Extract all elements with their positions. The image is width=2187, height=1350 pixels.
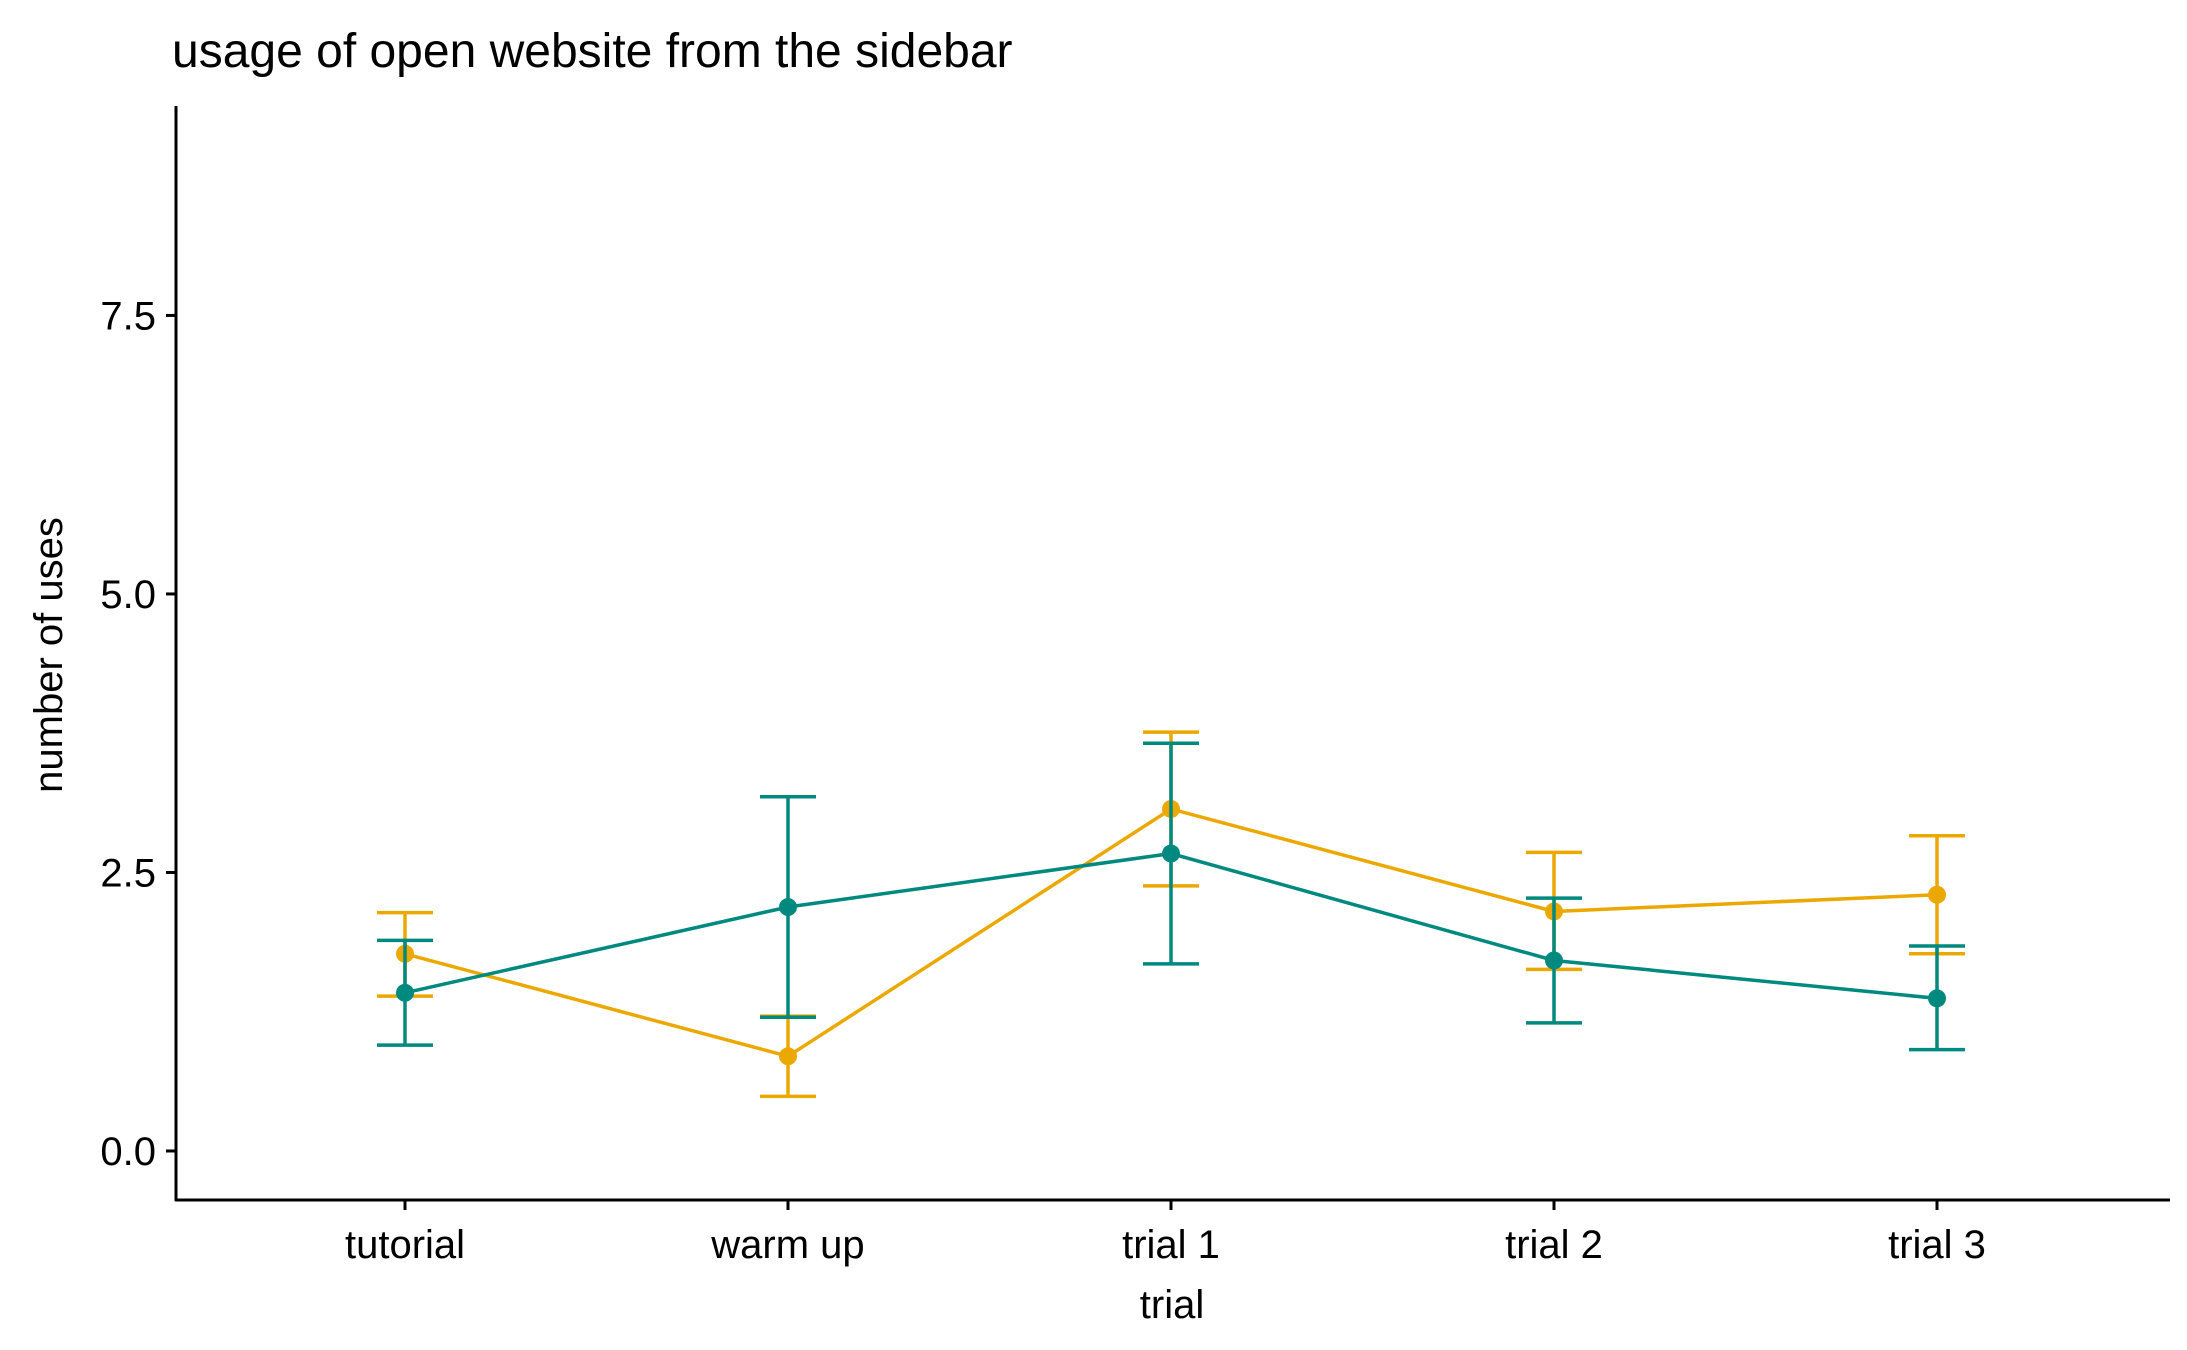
data-point	[1162, 844, 1180, 863]
y-axis-ticks: 0.0 2.5 5.0 7.5	[100, 294, 176, 1174]
series-2	[377, 741, 1965, 1052]
x-tick-label: trial 3	[1888, 1223, 1986, 1267]
x-tick-label: tutorial	[345, 1223, 465, 1267]
data-point	[396, 983, 414, 1002]
y-tick-label: 5.0	[100, 573, 156, 617]
data-point	[779, 1047, 797, 1066]
chart-title: usage of open website from the sidebar	[172, 25, 1013, 78]
x-axis-title: trial	[1140, 1283, 1204, 1327]
data-point	[1928, 989, 1946, 1008]
y-axis-title: number of uses	[27, 517, 71, 793]
data-point	[779, 898, 797, 917]
x-axis-ticks: tutorial warm up trial 1 trial 2 trial 3	[345, 1200, 1986, 1267]
data-point	[1545, 951, 1563, 970]
y-tick-label: 0.0	[100, 1130, 156, 1174]
data-point	[1928, 885, 1946, 904]
x-tick-label: warm up	[710, 1223, 864, 1267]
x-tick-label: trial 2	[1505, 1223, 1603, 1267]
y-tick-label: 7.5	[100, 294, 156, 338]
series-layer	[377, 730, 1965, 1099]
x-tick-label: trial 1	[1122, 1223, 1220, 1267]
y-tick-label: 2.5	[100, 851, 156, 895]
plot-area	[377, 730, 1965, 1099]
